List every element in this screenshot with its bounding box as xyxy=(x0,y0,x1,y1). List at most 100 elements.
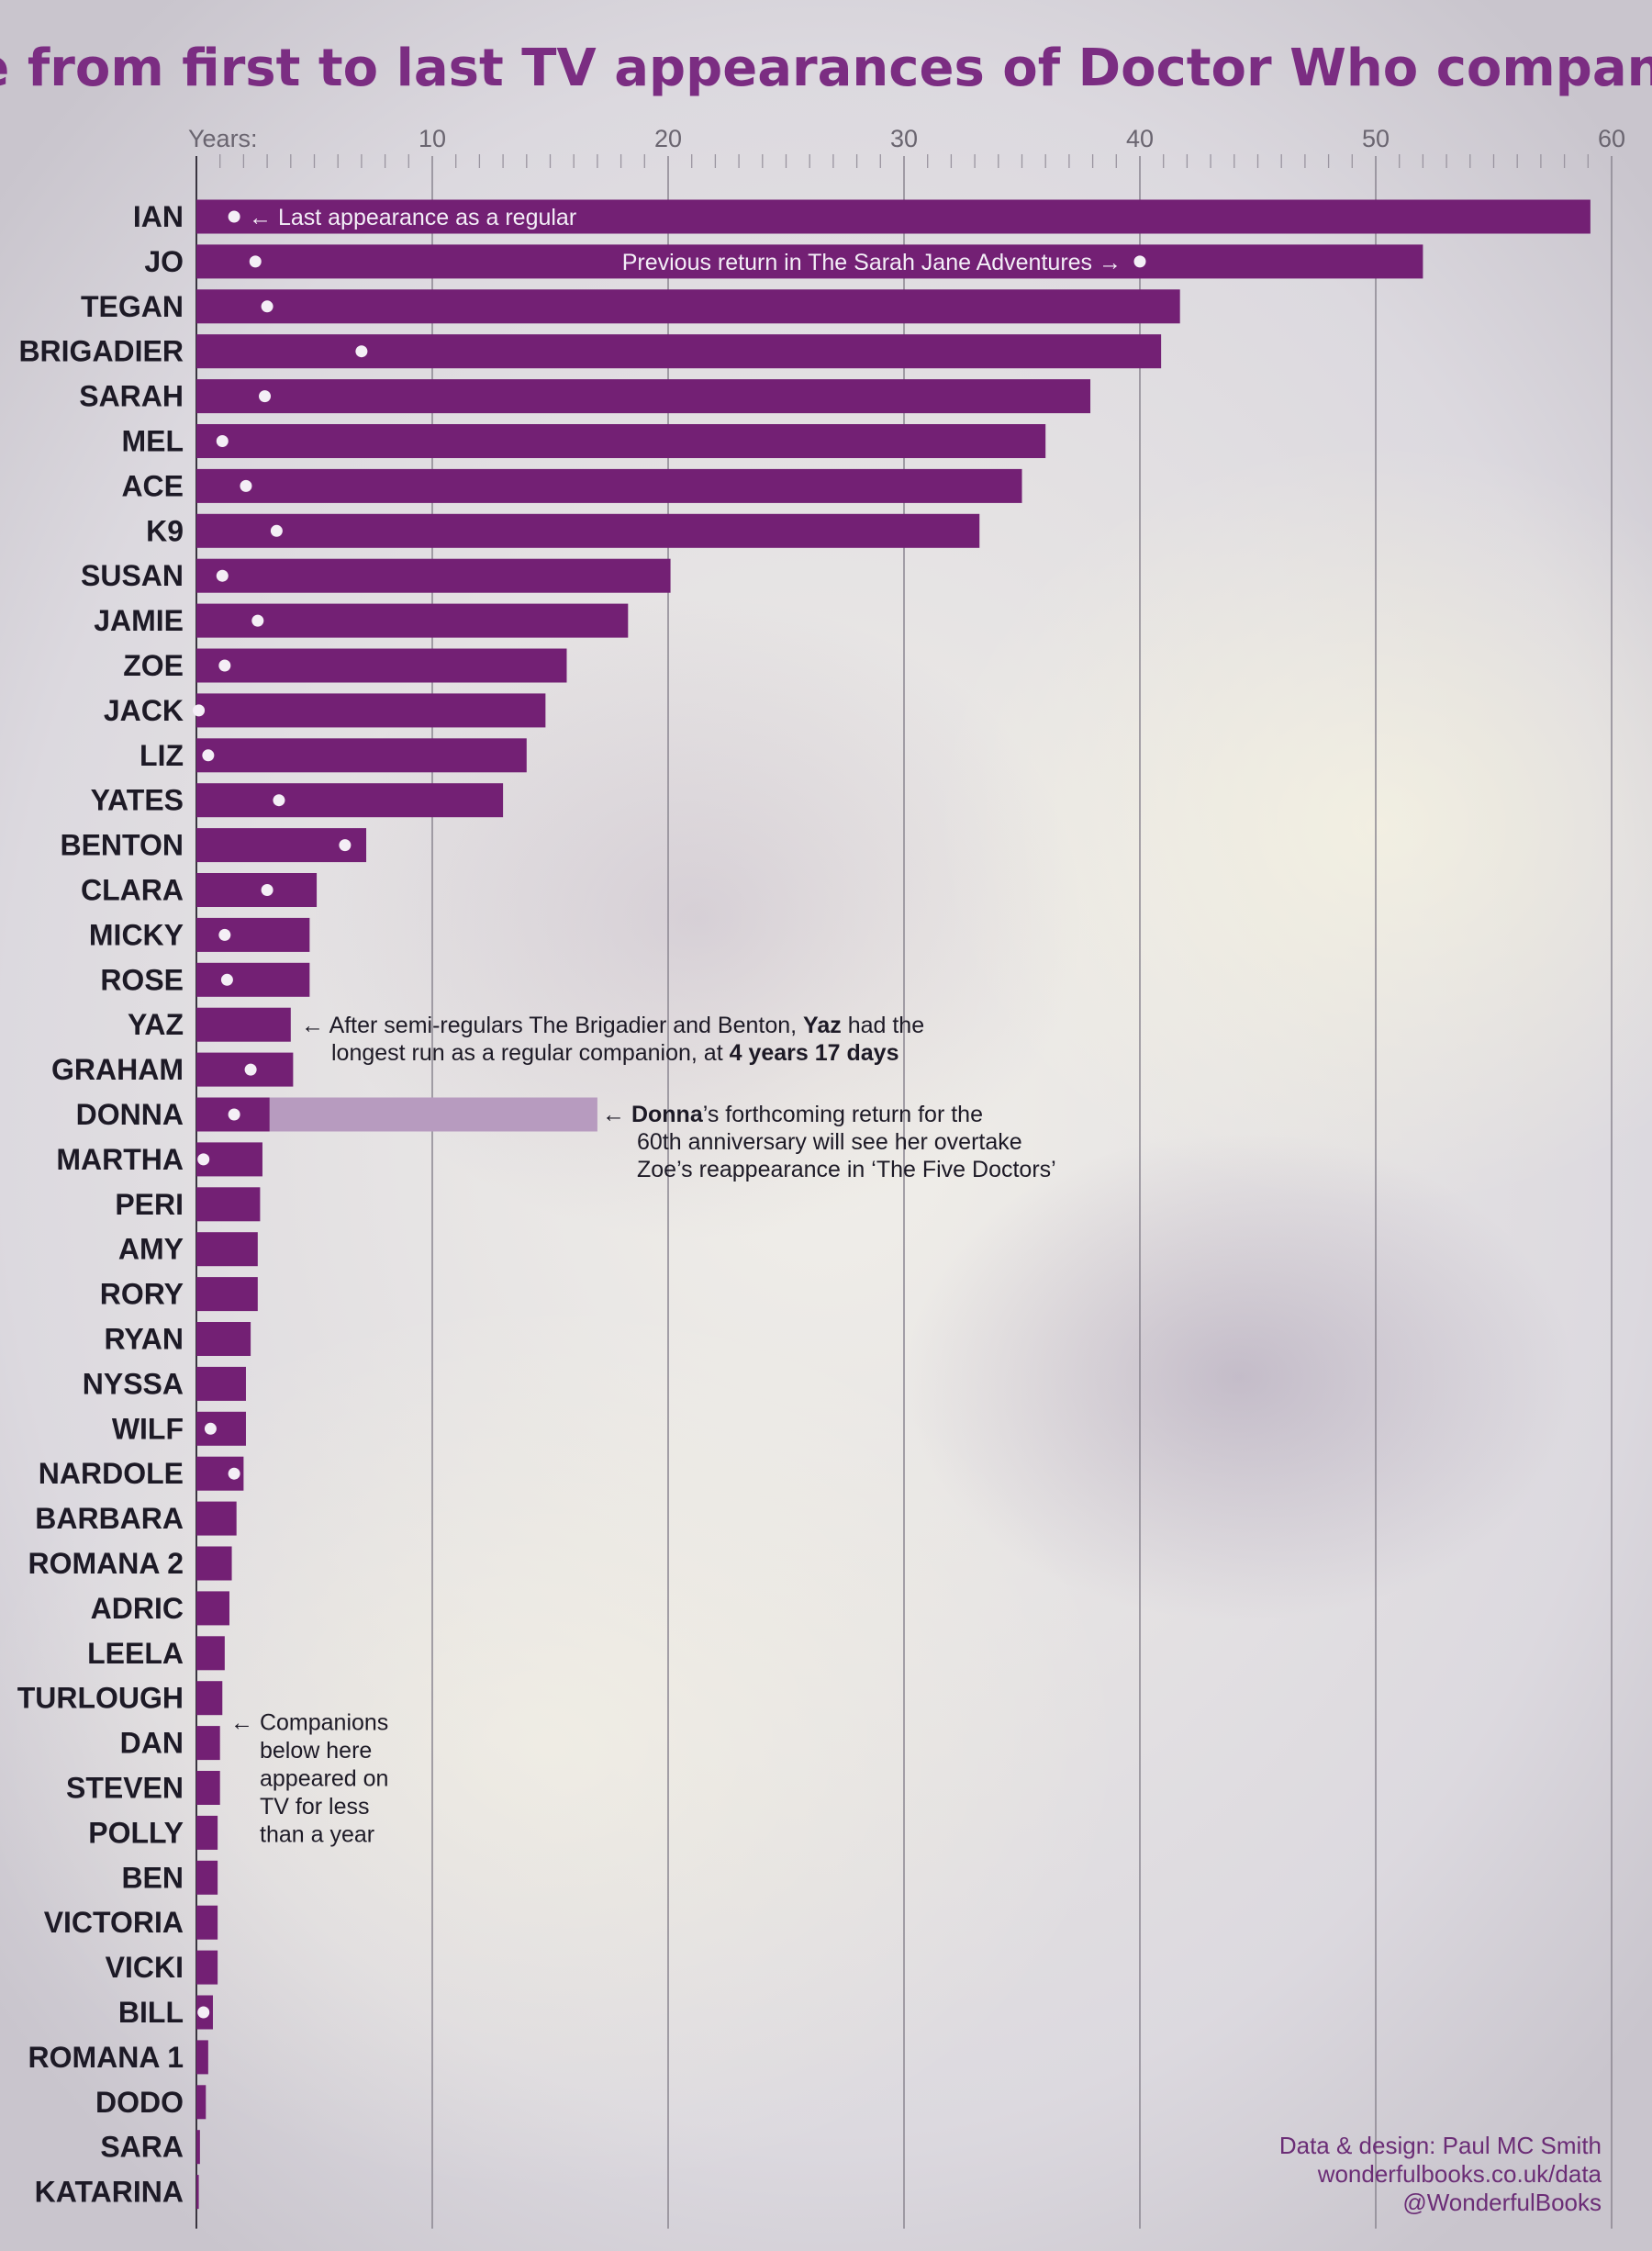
bar xyxy=(196,1591,229,1626)
bar xyxy=(196,2175,199,2210)
bar xyxy=(196,1322,251,1356)
bar xyxy=(196,1501,237,1536)
category-label: ZOE xyxy=(123,649,184,682)
bar xyxy=(196,962,310,997)
bar xyxy=(196,873,318,907)
category-label: BRIGADIER xyxy=(18,335,184,368)
last-regular-marker xyxy=(251,614,264,627)
bar xyxy=(196,1950,218,1985)
last-regular-marker xyxy=(261,300,273,313)
sja-return-marker xyxy=(1133,255,1146,268)
bar xyxy=(196,693,546,728)
bar xyxy=(196,199,1591,234)
axis-label: Years: xyxy=(188,125,258,152)
category-label: VICKI xyxy=(106,1951,184,1984)
category-label: JAMIE xyxy=(94,604,184,637)
bar xyxy=(196,1636,225,1671)
bar xyxy=(196,1366,246,1401)
last-regular-marker xyxy=(228,210,240,223)
category-label: TEGAN xyxy=(81,290,184,323)
bar xyxy=(196,603,629,638)
bar xyxy=(196,1277,258,1312)
bar xyxy=(196,1860,218,1895)
bar xyxy=(196,424,1046,458)
last-regular-marker xyxy=(202,749,215,762)
bar xyxy=(196,1905,218,1940)
bar xyxy=(196,558,671,593)
chart-title: Time from first to last TV appearances o… xyxy=(0,39,1652,98)
bar xyxy=(196,1546,232,1581)
annotation-yaz-line-2: longest run as a regular companion, at 4… xyxy=(331,1040,899,1066)
category-label: ROMANA 1 xyxy=(28,2041,184,2074)
annotation-less-than-year: ← Companions xyxy=(230,1710,388,1736)
annotations: ← Last appearance as a regular Previous r… xyxy=(230,205,1122,1848)
annotation-sja: Previous return in The Sarah Jane Advent… xyxy=(622,250,1122,275)
category-label: JO xyxy=(144,245,184,278)
category-label: GRAHAM xyxy=(51,1053,184,1086)
category-label: BEN xyxy=(121,1861,184,1894)
category-label: TURLOUGH xyxy=(17,1682,184,1715)
last-regular-marker xyxy=(204,1422,217,1435)
credit-line-1: Data & design: Paul MC Smith xyxy=(1279,2132,1602,2159)
last-regular-marker xyxy=(218,659,231,672)
tick-label-30: 30 xyxy=(890,125,918,152)
category-label: VICTORIA xyxy=(44,1906,184,1939)
category-label: JACK xyxy=(104,694,184,727)
category-label: STEVEN xyxy=(66,1772,184,1805)
bar xyxy=(196,1771,220,1805)
tick-label-10: 10 xyxy=(419,125,446,152)
category-label: RYAN xyxy=(104,1323,184,1356)
category-label: BARBARA xyxy=(35,1502,184,1535)
annotation-donna-line-1: ← Donna’s forthcoming return for the xyxy=(602,1102,983,1127)
annotation-less-than-year: appeared on xyxy=(260,1766,388,1792)
category-label: ACE xyxy=(121,469,184,502)
last-regular-marker xyxy=(216,435,229,447)
last-regular-marker xyxy=(197,1153,210,1166)
bar xyxy=(196,828,367,863)
annotation-less-than-year: below here xyxy=(260,1738,372,1764)
category-label: SUSAN xyxy=(81,559,184,592)
last-regular-marker xyxy=(273,794,285,807)
category-label: CLARA xyxy=(81,874,184,907)
category-label: DONNA xyxy=(76,1098,184,1131)
category-label: NARDOLE xyxy=(39,1457,184,1490)
tick-label-40: 40 xyxy=(1126,125,1154,152)
last-regular-marker xyxy=(218,928,231,941)
last-regular-marker xyxy=(228,1108,240,1121)
category-label: SARA xyxy=(100,2131,184,2164)
bar xyxy=(196,468,1022,503)
category-label: DODO xyxy=(95,2086,184,2119)
last-regular-marker xyxy=(197,2006,210,2019)
annotation-donna-line-3: Zoe’s reappearance in ‘The Five Doctors’ xyxy=(637,1157,1056,1182)
annotation-less-than-year: TV for less xyxy=(260,1794,369,1820)
category-label: ROMANA 2 xyxy=(28,1547,184,1580)
bar xyxy=(196,1007,291,1042)
category-label: NYSSA xyxy=(83,1367,184,1400)
last-regular-marker xyxy=(193,704,206,717)
last-regular-marker xyxy=(355,345,368,358)
bar xyxy=(196,738,527,773)
annotation-yaz-line-1: ← After semi-regulars The Brigadier and … xyxy=(301,1013,924,1038)
grid: 10 20 30 40 50 60 xyxy=(195,125,1625,2229)
bar xyxy=(196,2085,206,2120)
credit-line-2: wonderfulbooks.co.uk/data xyxy=(1317,2160,1602,2188)
credits: Data & design: Paul MC Smith wonderfulbo… xyxy=(1279,2132,1602,2216)
minor-ticks xyxy=(219,154,1589,168)
category-label: YAZ xyxy=(128,1008,184,1041)
bar xyxy=(196,334,1162,369)
category-label: ADRIC xyxy=(91,1592,184,1625)
category-label: POLLY xyxy=(88,1816,184,1849)
bar xyxy=(196,244,1423,279)
last-regular-marker xyxy=(249,255,262,268)
last-regular-marker xyxy=(228,1467,240,1480)
bar xyxy=(196,648,567,683)
category-label: YATES xyxy=(91,784,184,817)
bar xyxy=(196,783,504,818)
last-regular-marker xyxy=(259,390,272,403)
bar xyxy=(196,1726,220,1761)
last-regular-marker xyxy=(339,839,352,852)
category-label: DAN xyxy=(120,1727,184,1760)
tick-label-60: 60 xyxy=(1598,125,1625,152)
bar xyxy=(196,1411,246,1446)
